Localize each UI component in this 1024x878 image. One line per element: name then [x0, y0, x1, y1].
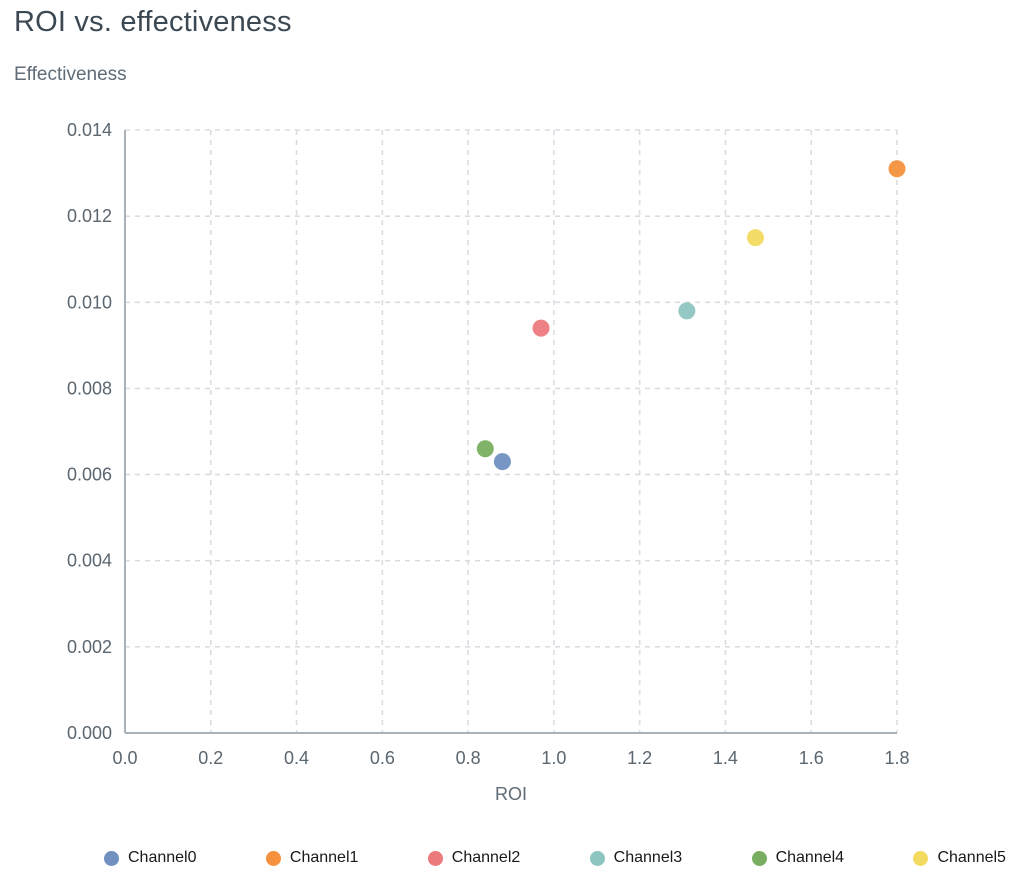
- legend-swatch: [913, 850, 929, 866]
- x-tick-label: 0.6: [370, 748, 395, 768]
- legend-label: Channel5: [937, 849, 1006, 866]
- scatter-point-channel2[interactable]: [532, 319, 550, 337]
- y-tick-label: 0.014: [67, 120, 112, 140]
- chart-title: ROI vs. effectiveness: [14, 6, 292, 38]
- legend-item-channel5[interactable]: Channel5: [913, 849, 1006, 867]
- legend-label: Channel0: [128, 849, 197, 866]
- legend-item-channel1[interactable]: Channel1: [265, 849, 359, 867]
- y-tick-label: 0.006: [67, 465, 112, 485]
- legend-item-channel3[interactable]: Channel3: [589, 849, 683, 867]
- legend-swatch: [427, 850, 443, 866]
- x-tick-label: 1.8: [884, 748, 909, 768]
- x-tick-label: 0.2: [198, 748, 223, 768]
- legend-swatch: [589, 850, 605, 866]
- scatter-point-channel4[interactable]: [476, 440, 494, 458]
- legend-swatch: [751, 850, 767, 866]
- legend-swatch: [265, 850, 281, 866]
- legend: Channel0 Channel1 Channel2 Channel3 Channel4…: [0, 842, 1024, 874]
- legend-label: Channel2: [451, 849, 521, 866]
- legend-label: Channel3: [613, 849, 683, 866]
- legend-label: Channel4: [775, 849, 845, 866]
- legend-item-channel4[interactable]: Channel4: [751, 849, 845, 867]
- y-tick-label: 0.000: [67, 723, 112, 743]
- scatter-point-channel1[interactable]: [888, 160, 906, 178]
- x-tick-label: 0.8: [456, 748, 481, 768]
- scatter-point-channel5[interactable]: [746, 229, 764, 247]
- y-tick-label: 0.010: [67, 292, 112, 312]
- y-axis-label: Effectiveness: [14, 64, 127, 85]
- x-axis-label: ROI: [495, 784, 527, 804]
- y-tick-label: 0.004: [67, 551, 112, 571]
- legend-item-channel2[interactable]: Channel2: [427, 849, 521, 867]
- x-tick-label: 0.0: [112, 748, 137, 768]
- scatter-point-channel0[interactable]: [493, 453, 511, 471]
- scatter-point-channel3[interactable]: [678, 302, 696, 320]
- scatter-plot: 0.0 0.2 0.4 0.6 0.8 1.0 1.2 1.4 1.6 1.8 0.000 0.002…: [67, 120, 910, 804]
- x-tick-label: 1.0: [541, 748, 566, 768]
- legend-item-channel0[interactable]: Channel0: [104, 849, 197, 867]
- legend-label: Channel1: [289, 849, 359, 866]
- x-tick-label: 1.4: [713, 748, 738, 768]
- y-tick-label: 0.008: [67, 378, 112, 398]
- y-tick-label: 0.012: [67, 206, 112, 226]
- x-tick-label: 1.6: [799, 748, 824, 768]
- x-tick-label: 0.4: [284, 748, 309, 768]
- y-tick-label: 0.002: [67, 637, 112, 657]
- legend-swatch: [104, 850, 119, 866]
- x-tick-label: 1.2: [627, 748, 652, 768]
